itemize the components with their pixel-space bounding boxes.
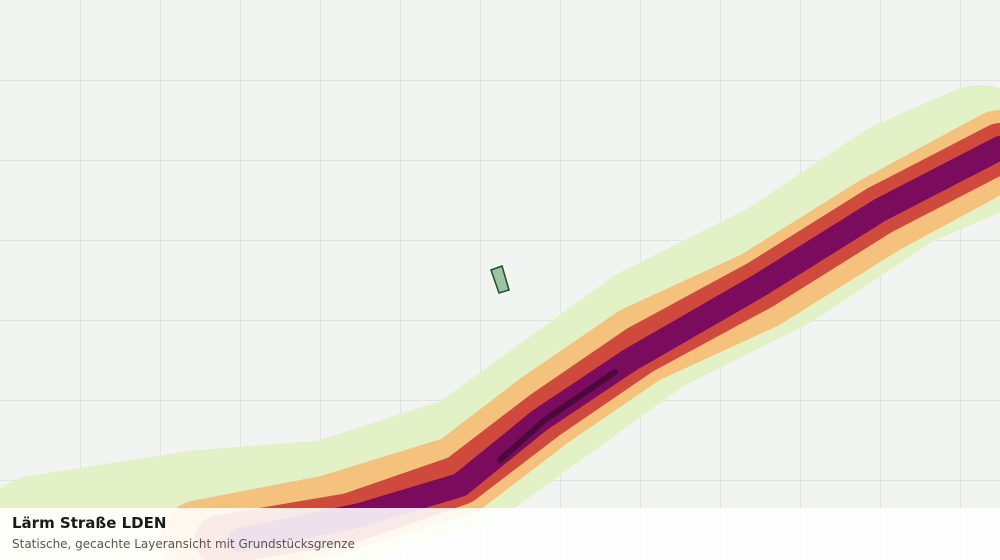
layer-subtitle: Statische, gecachte Layeransicht mit Gru… — [12, 537, 355, 551]
parcel-boundary[interactable] — [490, 265, 510, 294]
info-panel: Lärm Straße LDEN Statische, gecachte Lay… — [0, 508, 1000, 560]
noise-band-peak — [497, 369, 618, 463]
layer-title: Lärm Straße LDEN — [12, 514, 167, 532]
